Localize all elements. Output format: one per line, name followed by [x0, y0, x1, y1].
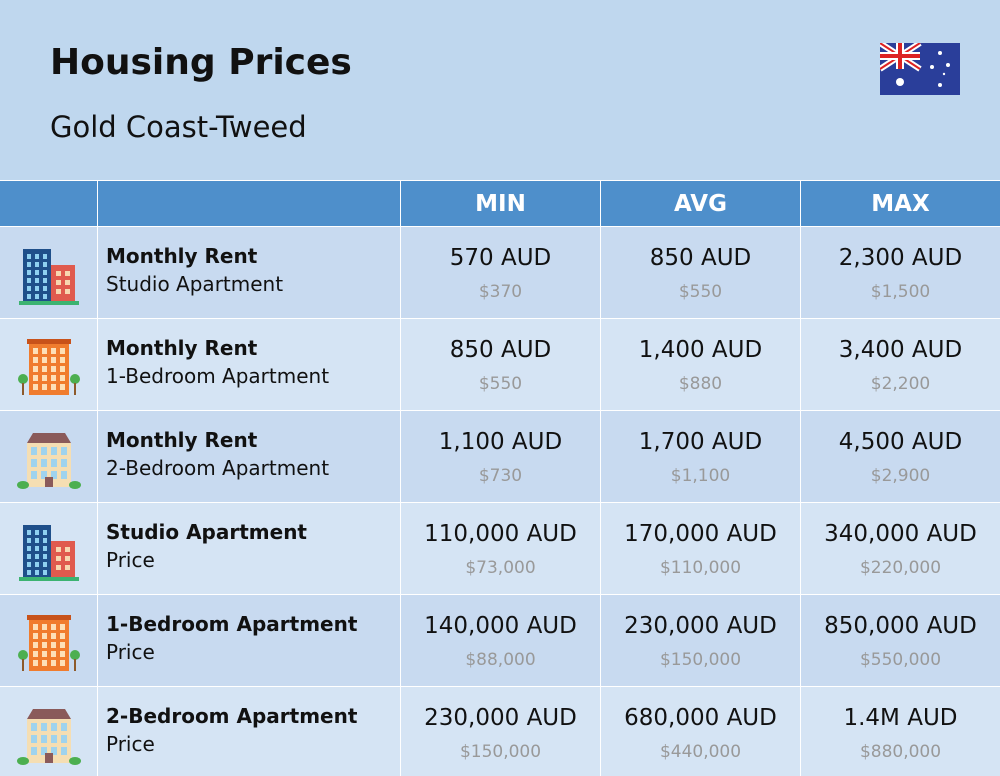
column-header: MAX	[801, 181, 1000, 226]
building-icon	[19, 525, 79, 581]
value-cell: 1,100 AUD $730	[401, 411, 600, 502]
local-price: 570 AUD	[449, 245, 552, 271]
usd-price: $220,000	[859, 558, 942, 578]
value-cell: 340,000 AUD $220,000	[801, 503, 1000, 594]
usd-price: $150,000	[659, 650, 742, 670]
local-price: 3,400 AUD	[838, 337, 963, 363]
usd-price: $1,500	[870, 282, 931, 302]
value-cell: 170,000 AUD $110,000	[601, 503, 800, 594]
value-cell: 230,000 AUD $150,000	[401, 687, 600, 776]
usd-price: $110,000	[659, 558, 742, 578]
row-label: Monthly Rent	[106, 336, 258, 360]
value-cell: 4,500 AUD $2,900	[801, 411, 1000, 502]
row-sublabel: 1-Bedroom Apartment	[106, 364, 330, 388]
local-price: 230,000 AUD	[624, 613, 777, 639]
row-sublabel: Price	[106, 640, 155, 664]
building-icon	[18, 615, 80, 671]
usd-price: $550	[678, 282, 723, 302]
subtitle: Gold Coast-Tweed	[50, 110, 307, 144]
value-cell: 3,400 AUD $2,200	[801, 319, 1000, 410]
building-icon	[17, 709, 81, 765]
building-icon	[17, 433, 81, 489]
value-cell: 850,000 AUD $550,000	[801, 595, 1000, 686]
row-label: Studio Apartment	[106, 520, 307, 544]
usd-price: $370	[478, 282, 523, 302]
value-cell: 850 AUD $550	[401, 319, 600, 410]
icon-cell	[0, 319, 97, 410]
icon-cell	[0, 227, 97, 318]
value-cell: 1,700 AUD $1,100	[601, 411, 800, 502]
column-header: MIN	[401, 181, 600, 226]
local-price: 140,000 AUD	[424, 613, 577, 639]
row-label: 2-Bedroom Apartment	[106, 704, 358, 728]
value-cell: 2,300 AUD $1,500	[801, 227, 1000, 318]
usd-price: $550,000	[859, 650, 942, 670]
value-cell: 1,400 AUD $880	[601, 319, 800, 410]
icon-cell	[0, 411, 97, 502]
local-price: 2,300 AUD	[838, 245, 963, 271]
usd-price: $550	[478, 374, 523, 394]
building-icon	[18, 339, 80, 395]
value-cell: 140,000 AUD $88,000	[401, 595, 600, 686]
row-label: 1-Bedroom Apartment	[106, 612, 358, 636]
column-header: AVG	[601, 181, 800, 226]
row-sublabel: Price	[106, 732, 155, 756]
title: Housing Prices	[50, 42, 352, 83]
label-cell: Studio Apartment Price	[98, 503, 400, 594]
row-label: Monthly Rent	[106, 428, 258, 452]
usd-price: $1,100	[670, 466, 731, 486]
label-cell: Monthly Rent 2-Bedroom Apartment	[98, 411, 400, 502]
value-cell: 680,000 AUD $440,000	[601, 687, 800, 776]
usd-price: $88,000	[465, 650, 536, 670]
label-cell: Monthly Rent Studio Apartment	[98, 227, 400, 318]
local-price: 1,700 AUD	[638, 429, 763, 455]
icon-cell	[0, 595, 97, 686]
local-price: 850 AUD	[449, 337, 552, 363]
value-cell: 570 AUD $370	[401, 227, 600, 318]
label-cell: 2-Bedroom Apartment Price	[98, 687, 400, 776]
usd-price: $730	[478, 466, 523, 486]
local-price: 850 AUD	[649, 245, 752, 271]
local-price: 1.4M AUD	[843, 705, 958, 731]
usd-price: $880,000	[859, 742, 942, 762]
label-cell: Monthly Rent 1-Bedroom Apartment	[98, 319, 400, 410]
value-cell: 110,000 AUD $73,000	[401, 503, 600, 594]
building-icon	[19, 249, 79, 305]
local-price: 170,000 AUD	[624, 521, 777, 547]
icon-cell	[0, 687, 97, 776]
usd-price: $440,000	[659, 742, 742, 762]
local-price: 110,000 AUD	[424, 521, 577, 547]
local-price: 230,000 AUD	[424, 705, 577, 731]
local-price: 680,000 AUD	[624, 705, 777, 731]
header-cell	[98, 181, 400, 226]
header-cell	[0, 181, 97, 226]
flag	[880, 43, 960, 95]
row-sublabel: Price	[106, 548, 155, 572]
value-cell: 230,000 AUD $150,000	[601, 595, 800, 686]
local-price: 340,000 AUD	[824, 521, 977, 547]
local-price: 850,000 AUD	[824, 613, 977, 639]
local-price: 1,400 AUD	[638, 337, 763, 363]
row-sublabel: Studio Apartment	[106, 272, 284, 296]
label-cell: 1-Bedroom Apartment Price	[98, 595, 400, 686]
usd-price: $150,000	[459, 742, 542, 762]
row-sublabel: 2-Bedroom Apartment	[106, 456, 330, 480]
value-cell: 1.4M AUD $880,000	[801, 687, 1000, 776]
usd-price: $2,900	[870, 466, 931, 486]
usd-price: $2,200	[870, 374, 931, 394]
header-band	[0, 0, 1000, 180]
usd-price: $73,000	[465, 558, 536, 578]
row-label: Monthly Rent	[106, 244, 258, 268]
value-cell: 850 AUD $550	[601, 227, 800, 318]
local-price: 1,100 AUD	[438, 429, 563, 455]
icon-cell	[0, 503, 97, 594]
local-price: 4,500 AUD	[838, 429, 963, 455]
usd-price: $880	[678, 374, 723, 394]
